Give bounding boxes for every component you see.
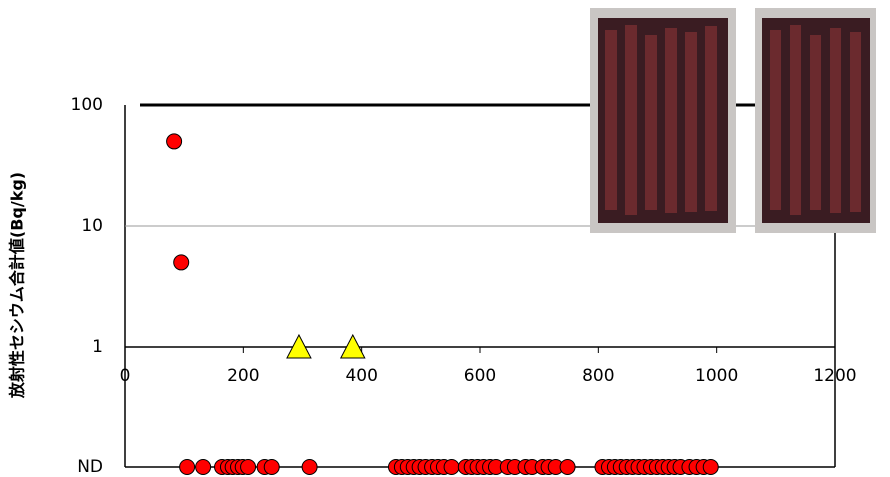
x-tick-label: 1200 (813, 366, 856, 386)
y-tick-label: 1 (92, 337, 103, 357)
x-tick-label: 600 (464, 366, 496, 386)
photo (590, 8, 876, 233)
x-tick-label: 800 (582, 366, 614, 386)
y-tick-label: ND (77, 457, 103, 477)
x-tick-label: 1000 (695, 366, 738, 386)
data-point (559, 459, 576, 475)
data-point (179, 459, 196, 475)
x-tick-label: 400 (345, 366, 377, 386)
y-tick-label: 10 (81, 216, 103, 236)
data-point (195, 459, 212, 475)
data-point (339, 333, 366, 359)
x-tick-label: 200 (227, 366, 259, 386)
x-tick-label: 0 (120, 366, 131, 386)
data-point (286, 333, 312, 359)
data-point (443, 459, 460, 475)
data-point (702, 459, 719, 475)
y-axis-title: 放射性セシウム合計値(Bq/kg) (8, 172, 27, 399)
data-point (173, 254, 190, 271)
y-tick-label: 100 (71, 95, 103, 115)
data-point (166, 133, 183, 150)
data-point (263, 459, 280, 475)
data-point (301, 459, 318, 475)
data-point (240, 459, 257, 475)
